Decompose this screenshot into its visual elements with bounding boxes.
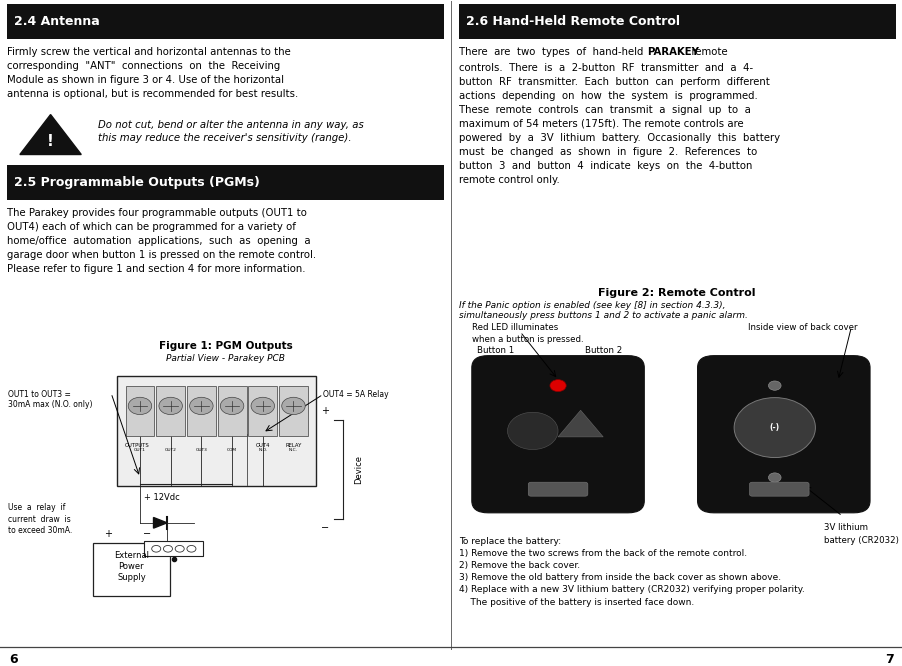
Text: To replace the battery:
1) Remove the two screws from the back of the remote con: To replace the battery: 1) Remove the tw…	[458, 537, 804, 607]
Circle shape	[189, 397, 213, 414]
Text: battery (CR2032): battery (CR2032)	[824, 536, 898, 545]
FancyBboxPatch shape	[749, 482, 808, 496]
Text: controls.  There  is  a  2-button  RF  transmitter  and  a  4-
button  RF  trans: controls. There is a 2-button RF transmi…	[458, 63, 779, 184]
Text: If the Panic option is enabled (see key [8] in section 4.3.3),: If the Panic option is enabled (see key …	[458, 301, 724, 310]
Circle shape	[768, 473, 780, 482]
Text: OUT2: OUT2	[164, 448, 177, 452]
Text: There  are  two  types  of  hand-held: There are two types of hand-held	[458, 47, 649, 57]
FancyBboxPatch shape	[7, 4, 444, 39]
Text: 3V lithium: 3V lithium	[824, 523, 868, 532]
Text: −: −	[321, 523, 328, 533]
FancyBboxPatch shape	[117, 376, 316, 486]
FancyBboxPatch shape	[471, 356, 644, 513]
FancyBboxPatch shape	[217, 386, 246, 436]
Text: Use  a  relay  if
current  draw  is
to exceed 30mA.: Use a relay if current draw is to exceed…	[8, 503, 72, 535]
Text: this may reduce the receiver's sensitivity (range).: this may reduce the receiver's sensitivi…	[97, 133, 351, 143]
Text: + 12Vdc: + 12Vdc	[144, 493, 180, 502]
Text: remote: remote	[685, 47, 727, 57]
FancyBboxPatch shape	[93, 543, 170, 596]
Circle shape	[549, 380, 566, 392]
Text: +: +	[321, 406, 328, 416]
Text: Red LED illuminates: Red LED illuminates	[472, 323, 558, 332]
Circle shape	[251, 397, 274, 414]
FancyBboxPatch shape	[7, 165, 444, 200]
FancyBboxPatch shape	[144, 541, 203, 556]
Text: when a button is pressed.: when a button is pressed.	[472, 335, 584, 344]
FancyBboxPatch shape	[528, 482, 587, 496]
FancyBboxPatch shape	[125, 386, 154, 436]
Text: 2.6 Hand-Held Remote Control: 2.6 Hand-Held Remote Control	[465, 15, 679, 28]
Text: OUT4 = 5A Relay: OUT4 = 5A Relay	[323, 390, 389, 399]
Text: PARAKEY: PARAKEY	[647, 47, 698, 57]
Circle shape	[768, 381, 780, 390]
Text: The Parakey provides four programmable outputs (OUT1 to
OUT4) each of which can : The Parakey provides four programmable o…	[7, 208, 316, 274]
Text: Do not cut, bend or alter the antenna in any way, as: Do not cut, bend or alter the antenna in…	[97, 120, 363, 130]
Circle shape	[128, 397, 152, 414]
Circle shape	[152, 545, 161, 552]
Text: 2.4 Antenna: 2.4 Antenna	[14, 15, 100, 28]
Polygon shape	[20, 115, 81, 155]
Text: N.C.: N.C.	[289, 448, 298, 452]
Text: Firmly screw the vertical and horizontal antennas to the
corresponding  "ANT"  c: Firmly screw the vertical and horizontal…	[7, 47, 299, 99]
Text: RELAY: RELAY	[285, 443, 301, 448]
Circle shape	[163, 545, 172, 552]
Text: +: +	[105, 529, 112, 539]
Circle shape	[733, 398, 815, 458]
FancyBboxPatch shape	[248, 386, 277, 436]
Circle shape	[175, 545, 184, 552]
FancyBboxPatch shape	[156, 386, 185, 436]
Polygon shape	[557, 410, 603, 437]
FancyBboxPatch shape	[696, 356, 870, 513]
Text: N.O.: N.O.	[258, 448, 267, 452]
FancyBboxPatch shape	[279, 386, 308, 436]
Polygon shape	[153, 517, 167, 528]
Text: Device: Device	[354, 455, 363, 484]
Text: Figure 2: Remote Control: Figure 2: Remote Control	[598, 288, 755, 298]
Text: (-): (-)	[769, 423, 779, 432]
Text: 6: 6	[9, 653, 18, 666]
Text: Button 2: Button 2	[584, 346, 621, 356]
Text: 7: 7	[884, 653, 893, 666]
Text: OUT1 to OUT3 =
30mA max (N.O. only): OUT1 to OUT3 = 30mA max (N.O. only)	[8, 390, 93, 409]
Text: External
Power
Supply: External Power Supply	[114, 551, 149, 582]
Text: COM: COM	[226, 448, 237, 452]
Text: OUT3: OUT3	[195, 448, 207, 452]
FancyBboxPatch shape	[187, 386, 216, 436]
Circle shape	[187, 545, 196, 552]
Text: !: !	[47, 134, 54, 149]
FancyBboxPatch shape	[458, 4, 895, 39]
Text: OUTPUTS: OUTPUTS	[124, 443, 149, 448]
Text: 2.5 Programmable Outputs (PGMs): 2.5 Programmable Outputs (PGMs)	[14, 176, 260, 189]
Text: Button 1: Button 1	[476, 346, 513, 356]
Circle shape	[159, 397, 182, 414]
Circle shape	[281, 397, 305, 414]
Circle shape	[507, 412, 557, 450]
Circle shape	[220, 397, 244, 414]
Text: OUT1: OUT1	[133, 448, 146, 452]
Text: Figure 1: PGM Outputs: Figure 1: PGM Outputs	[159, 341, 292, 351]
Text: simultaneously press buttons 1 and 2 to activate a panic alarm.: simultaneously press buttons 1 and 2 to …	[458, 311, 747, 320]
Text: OUT4: OUT4	[255, 443, 270, 448]
Text: −: −	[143, 529, 151, 539]
Text: Inside view of back cover: Inside view of back cover	[747, 323, 856, 332]
Text: Partial View - Parakey PCB: Partial View - Parakey PCB	[166, 354, 285, 364]
